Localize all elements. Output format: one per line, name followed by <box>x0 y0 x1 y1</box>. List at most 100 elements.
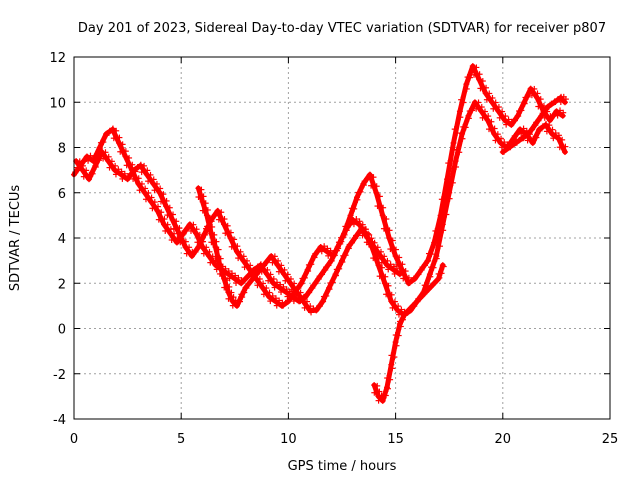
data-point <box>154 207 161 214</box>
data-point <box>156 189 163 196</box>
data-point <box>552 130 559 137</box>
data-point <box>402 268 409 275</box>
data-point <box>299 275 306 282</box>
data-point <box>202 200 209 207</box>
data-point <box>521 99 528 106</box>
data-point <box>413 273 420 280</box>
data-point <box>263 285 270 292</box>
data-point <box>162 227 169 234</box>
data-point <box>226 283 233 290</box>
data-point <box>275 268 282 275</box>
data-point <box>212 255 219 262</box>
data-point <box>518 130 525 137</box>
data-point <box>501 148 508 155</box>
data-point <box>330 253 337 260</box>
data-point <box>265 277 272 284</box>
data-point <box>145 178 152 185</box>
data-point <box>361 178 368 185</box>
data-point <box>483 96 490 103</box>
data-point <box>375 262 382 269</box>
data-point <box>427 284 434 291</box>
data-point <box>388 352 395 359</box>
data-point <box>439 262 446 269</box>
data-point <box>473 105 480 112</box>
data-point <box>141 162 148 169</box>
data-point <box>151 199 158 206</box>
data-point <box>389 304 396 311</box>
data-point <box>97 139 104 146</box>
data-point <box>161 216 168 223</box>
data-point <box>433 253 440 260</box>
data-point <box>562 143 569 150</box>
data-point <box>270 280 277 287</box>
data-point <box>218 209 225 216</box>
data-point <box>116 139 123 146</box>
data-point <box>539 110 546 117</box>
data-point <box>201 230 208 237</box>
data-point <box>267 298 274 305</box>
data-point <box>543 128 550 135</box>
y-tick-label: 4 <box>58 232 66 247</box>
data-point <box>520 135 527 142</box>
data-point <box>492 99 499 106</box>
data-point <box>368 235 375 242</box>
data-point <box>378 259 385 266</box>
data-point <box>561 149 568 156</box>
data-point <box>138 180 145 187</box>
data-point <box>385 266 392 273</box>
data-point <box>326 284 333 291</box>
data-point <box>221 284 228 291</box>
data-point <box>183 250 190 257</box>
data-point <box>317 244 324 251</box>
data-point <box>475 99 482 106</box>
data-point <box>445 160 452 167</box>
data-point <box>260 291 267 298</box>
data-point <box>456 108 463 115</box>
data-point <box>283 289 290 296</box>
data-point <box>382 273 389 280</box>
data-point <box>203 212 210 219</box>
data-point <box>193 230 200 237</box>
data-point <box>513 139 520 146</box>
data-point <box>274 279 280 286</box>
data-point <box>386 235 393 241</box>
y-tick-label: 12 <box>49 51 66 66</box>
data-point <box>130 175 137 182</box>
grid <box>74 57 610 419</box>
data-point <box>118 171 125 178</box>
data-point <box>271 253 278 260</box>
data-point <box>386 227 393 234</box>
data-point <box>439 221 446 228</box>
x-tick-label: 5 <box>177 432 185 447</box>
data-point <box>374 203 381 210</box>
data-point <box>453 163 460 170</box>
data-point <box>323 248 330 255</box>
data-point <box>340 252 347 259</box>
data-point <box>272 298 279 305</box>
data-point <box>284 271 291 278</box>
data-point <box>479 78 486 85</box>
data-point <box>204 206 211 213</box>
data-point <box>221 275 228 282</box>
data-point <box>320 293 327 300</box>
data-point <box>295 295 302 302</box>
data-point <box>243 257 250 264</box>
data-point <box>109 126 116 133</box>
data-point <box>91 153 98 160</box>
data-point <box>552 98 559 105</box>
data-point <box>254 282 261 289</box>
data-point <box>516 108 523 115</box>
data-point <box>392 332 399 339</box>
data-point <box>440 263 447 270</box>
data-point <box>459 130 466 137</box>
data-point <box>217 255 224 262</box>
data-point <box>145 190 152 197</box>
data-point <box>503 121 510 128</box>
data-point <box>308 309 315 316</box>
data-point <box>414 298 421 305</box>
data-point <box>104 130 111 137</box>
data-point <box>221 216 228 223</box>
data-point <box>158 209 165 216</box>
data-point <box>250 274 257 281</box>
